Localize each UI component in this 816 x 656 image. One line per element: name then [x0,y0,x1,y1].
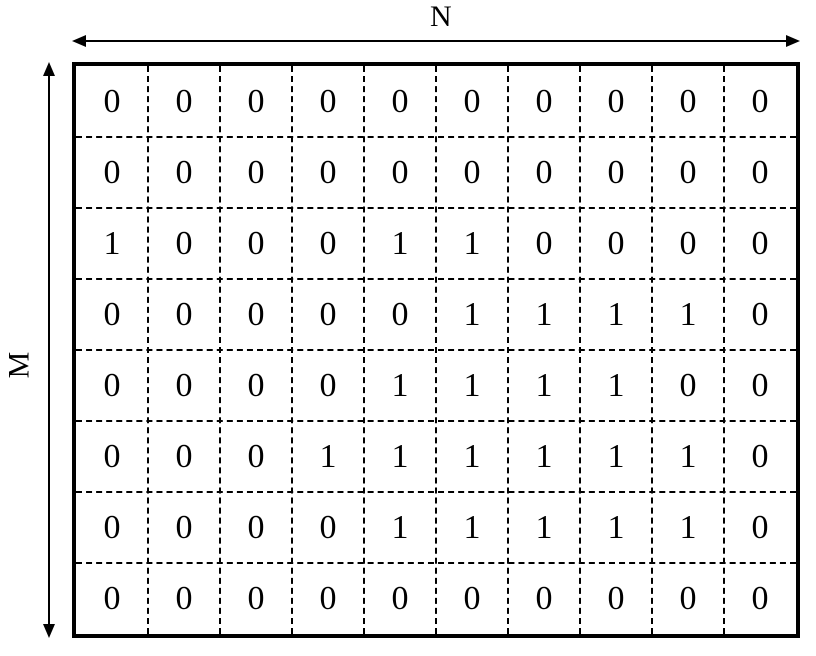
matrix-cell: 0 [148,563,220,634]
matrix-cell: 0 [148,279,220,350]
matrix-cell: 1 [436,279,508,350]
matrix-cell: 0 [148,137,220,208]
matrix-cell: 0 [652,66,724,137]
matrix-cell: 0 [220,350,292,421]
matrix-cell: 0 [292,137,364,208]
matrix-cell: 1 [508,279,580,350]
matrix-cell: 0 [76,137,148,208]
matrix-cell: 0 [220,563,292,634]
matrix-cell: 0 [148,66,220,137]
matrix-cell: 0 [508,208,580,279]
matrix-cell: 0 [292,492,364,563]
matrix-cell: 0 [724,66,796,137]
matrix-cell: 0 [580,66,652,137]
matrix-cell: 0 [724,279,796,350]
matrix-cell: 1 [508,350,580,421]
matrix-cell: 1 [652,421,724,492]
matrix-cell: 0 [652,208,724,279]
arrowhead-n-left [72,35,86,47]
matrix-cell: 0 [652,137,724,208]
matrix-cell: 1 [364,350,436,421]
matrix-cell: 0 [508,66,580,137]
matrix-cell: 1 [652,279,724,350]
matrix-cell: 1 [436,492,508,563]
dimension-label-m: M [2,352,36,379]
matrix-cell: 0 [292,563,364,634]
matrix-cell: 1 [436,421,508,492]
matrix-cell: 1 [508,421,580,492]
matrix-cell: 0 [724,421,796,492]
matrix-cell: 1 [436,350,508,421]
matrix-cell: 0 [76,563,148,634]
matrix-cell: 0 [220,492,292,563]
matrix-cell: 0 [220,208,292,279]
matrix-cell: 0 [508,563,580,634]
arrowhead-m-down [43,624,55,638]
dimension-line-n [82,40,790,42]
matrix-cell: 1 [580,492,652,563]
matrix-cell: 0 [364,563,436,634]
matrix-cell: 0 [724,137,796,208]
matrix-cell: 1 [580,421,652,492]
matrix-cell: 0 [148,208,220,279]
matrix-cell: 1 [364,421,436,492]
matrix-cell: 0 [364,137,436,208]
matrix-cell: 0 [148,492,220,563]
matrix-cell: 0 [724,492,796,563]
matrix-cell: 1 [76,208,148,279]
matrix-cell: 0 [76,66,148,137]
matrix-cell: 0 [148,421,220,492]
matrix-cell: 1 [580,279,652,350]
matrix-cell: 0 [652,563,724,634]
matrix-cell: 0 [292,350,364,421]
matrix-cell: 0 [220,421,292,492]
matrix-cell: 0 [580,208,652,279]
matrix-cell: 0 [436,137,508,208]
dimension-line-m [48,72,50,628]
matrix-cell: 0 [580,137,652,208]
matrix-cell: 1 [436,208,508,279]
matrix-cell: 1 [652,492,724,563]
matrix-cell: 1 [364,208,436,279]
matrix-cell: 0 [220,137,292,208]
matrix-cell: 0 [76,350,148,421]
matrix-cell: 0 [148,350,220,421]
matrix-cell: 0 [724,563,796,634]
matrix-cell: 1 [292,421,364,492]
matrix-cell: 0 [652,350,724,421]
matrix-cell: 0 [220,66,292,137]
arrowhead-m-up [43,62,55,76]
matrix-cell: 0 [292,208,364,279]
matrix-cell: 0 [724,208,796,279]
matrix-cell: 0 [76,492,148,563]
matrix-cell: 0 [508,137,580,208]
matrix-cell: 0 [724,350,796,421]
matrix-cell: 1 [580,350,652,421]
figure-container: N M 000000000000000000001000110000000001… [0,0,816,656]
matrix-cell: 0 [364,66,436,137]
matrix-cell: 0 [580,563,652,634]
dimension-label-n: N [430,0,452,34]
matrix-cell: 0 [436,563,508,634]
arrowhead-n-right [786,35,800,47]
matrix-cell: 0 [292,66,364,137]
matrix-cell: 1 [508,492,580,563]
matrix-cell: 1 [364,492,436,563]
matrix-cell: 0 [76,421,148,492]
matrix-cell: 0 [76,279,148,350]
matrix-cell: 0 [292,279,364,350]
matrix-cell: 0 [220,279,292,350]
matrix-cell: 0 [436,66,508,137]
matrix-grid: 0000000000000000000010001100000000011110… [72,62,800,638]
matrix-cell: 0 [364,279,436,350]
